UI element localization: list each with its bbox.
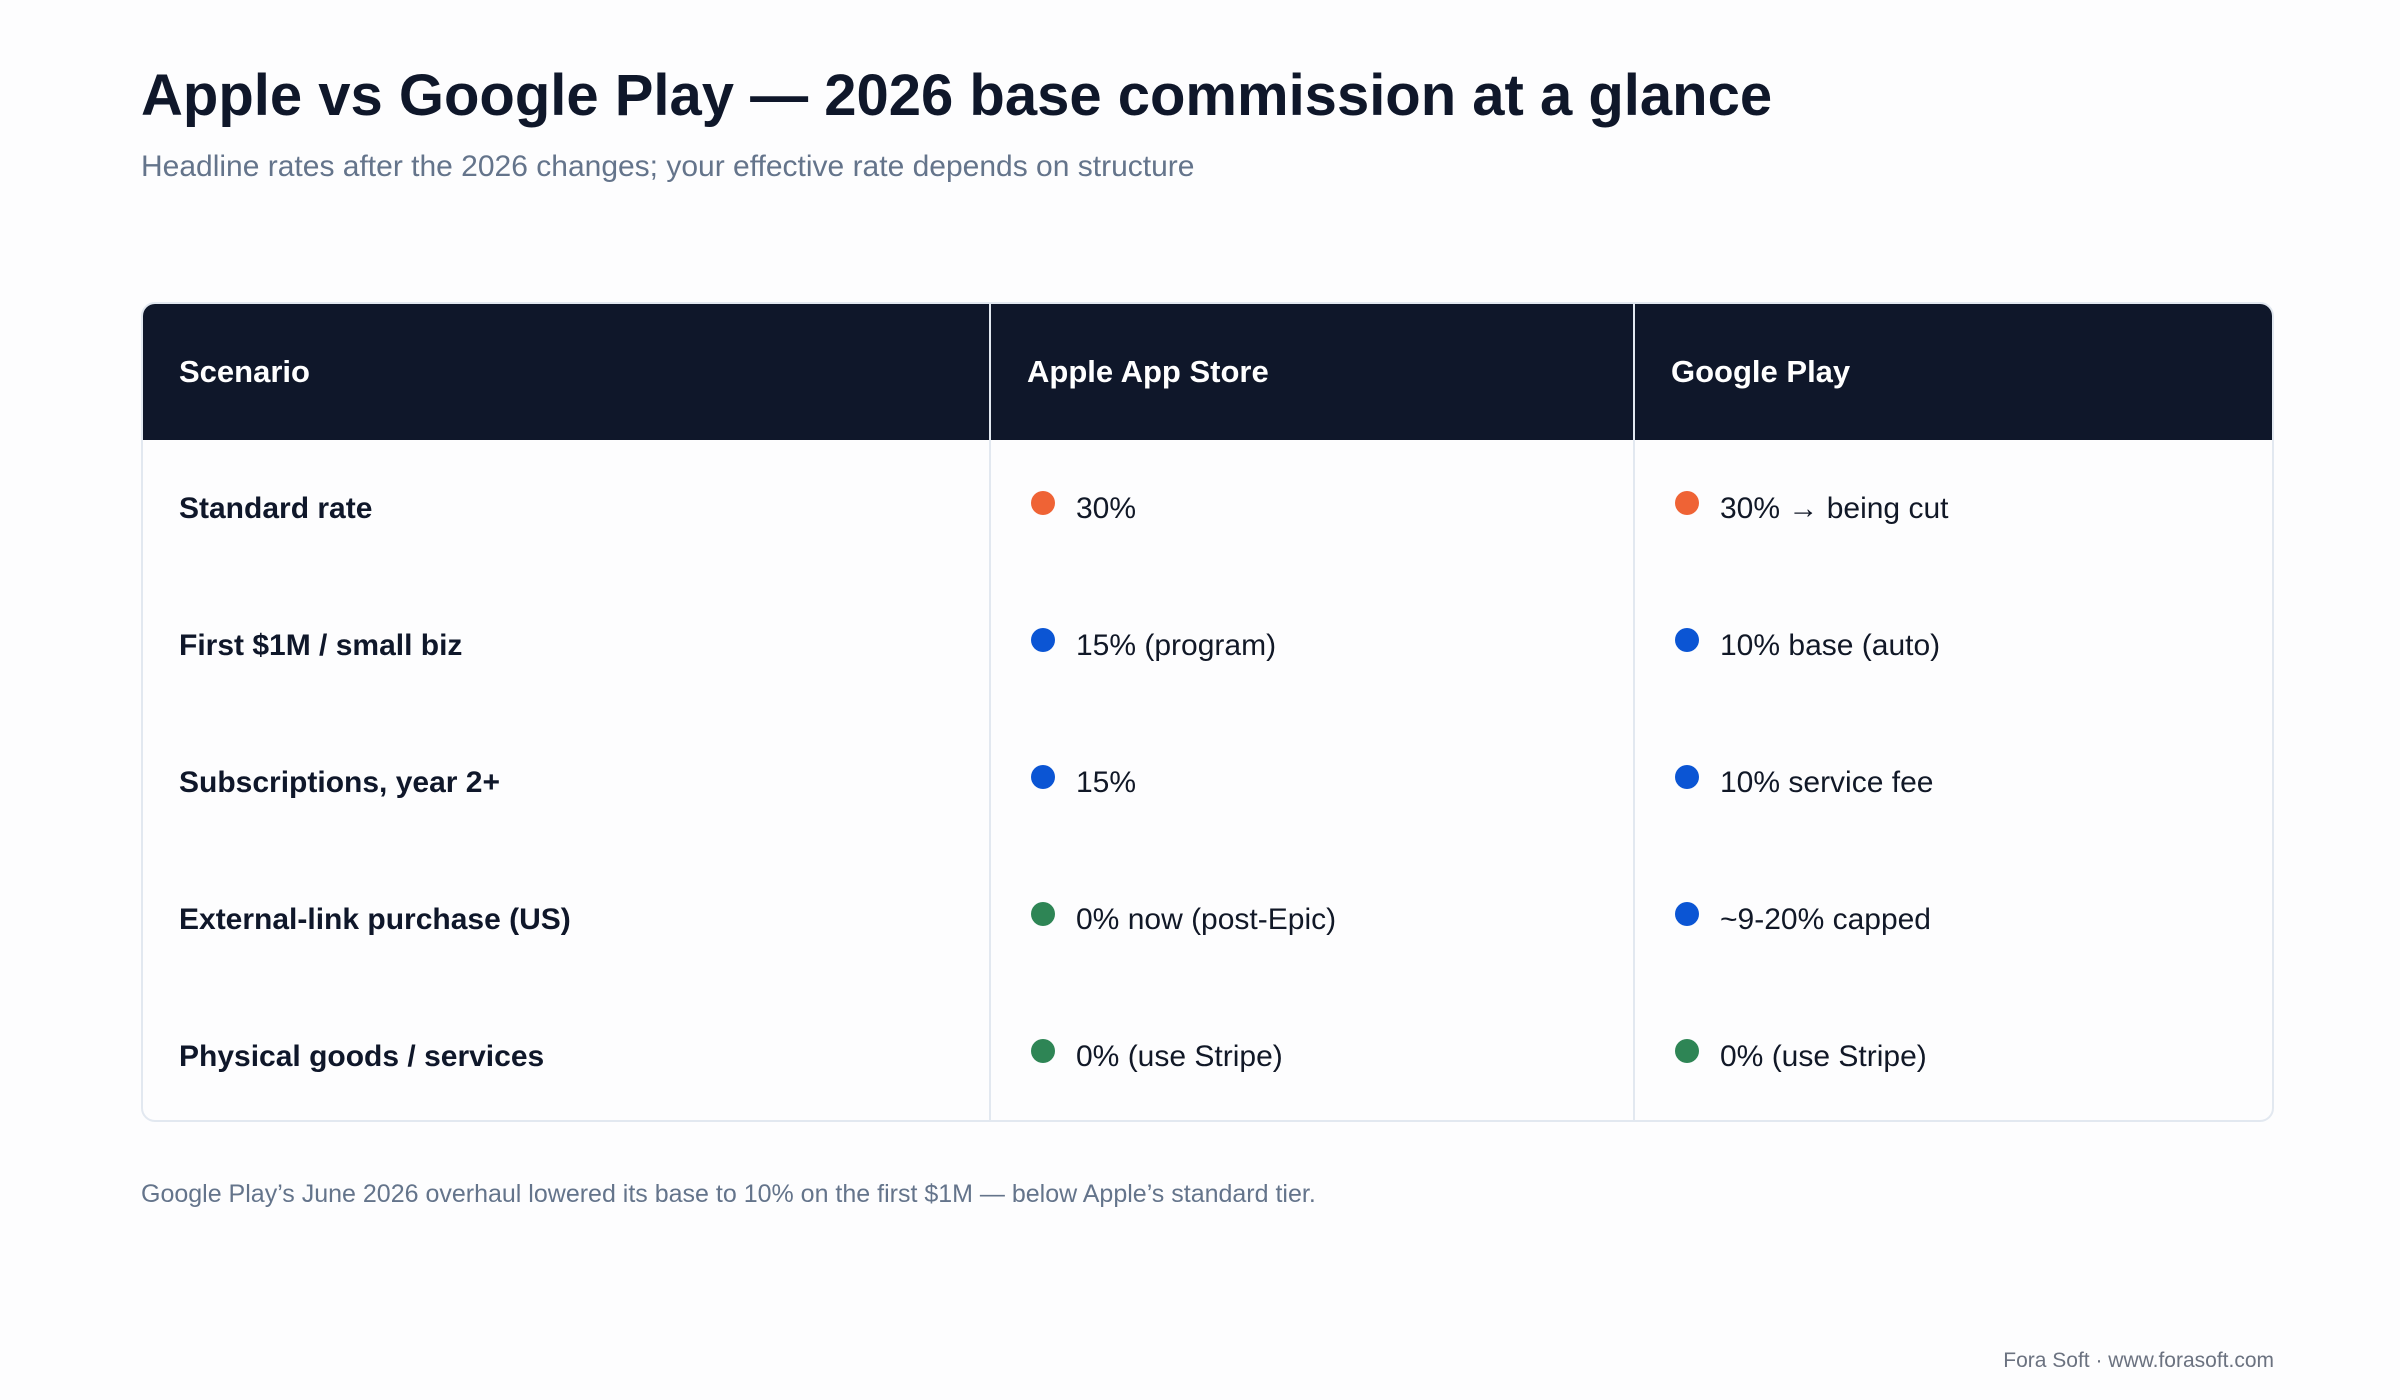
scenario-cell: External-link purchase (US) bbox=[179, 902, 571, 936]
scenario-cell: Standard rate bbox=[179, 491, 373, 525]
status-dot-icon bbox=[1031, 1038, 1055, 1063]
footnote: Google Play’s June 2026 overhaul lowered… bbox=[141, 1180, 1316, 1208]
status-dot-icon bbox=[1031, 627, 1055, 652]
apple-cell: 0% (use Stripe) bbox=[989, 988, 1633, 1120]
google-cell: 10% base (auto) bbox=[1633, 577, 2272, 714]
google-rate: ~9-20% capped bbox=[1720, 902, 1931, 936]
apple-rate: 0% (use Stripe) bbox=[1076, 1039, 1283, 1073]
apple-rate: 0% now (post-Epic) bbox=[1076, 902, 1337, 936]
google-cell: 10% service fee bbox=[1633, 714, 2272, 851]
credit-line: Fora Soft · www.forasoft.com bbox=[2003, 1349, 2274, 1372]
header-apple: Apple App Store bbox=[989, 304, 1633, 440]
apple-cell: 15% bbox=[989, 714, 1633, 851]
google-cell: 0% (use Stripe) bbox=[1633, 988, 2272, 1120]
status-dot-icon bbox=[1675, 627, 1699, 652]
table-row: Physical goods / services 0% (use Stripe… bbox=[143, 988, 2272, 1120]
table-row: External-link purchase (US) 0% now (post… bbox=[143, 851, 2272, 988]
scenario-cell: First $1M / small biz bbox=[179, 628, 463, 662]
apple-rate: 15% bbox=[1076, 765, 1137, 799]
status-dot-icon bbox=[1675, 490, 1699, 515]
table-row: Standard rate 30% 30% → being cut bbox=[143, 440, 2272, 577]
apple-rate: 30% bbox=[1076, 491, 1137, 525]
google-rate: 30% → being cut bbox=[1720, 491, 1949, 525]
status-dot-icon bbox=[1675, 764, 1699, 789]
status-dot-icon bbox=[1031, 490, 1055, 515]
status-dot-icon bbox=[1675, 901, 1699, 926]
apple-rate: 15% (program) bbox=[1076, 628, 1277, 662]
page-title: Apple vs Google Play — 2026 base commiss… bbox=[141, 63, 1773, 128]
scenario-cell: Subscriptions, year 2+ bbox=[179, 765, 500, 799]
apple-cell: 15% (program) bbox=[989, 577, 1633, 714]
header-google: Google Play bbox=[1633, 304, 2272, 440]
status-dot-icon bbox=[1031, 901, 1055, 926]
scenario-cell: Physical goods / services bbox=[179, 1039, 545, 1073]
table-row: Subscriptions, year 2+ 15% 10% service f… bbox=[143, 714, 2272, 851]
status-dot-icon bbox=[1675, 1038, 1699, 1063]
apple-cell: 0% now (post-Epic) bbox=[989, 851, 1633, 988]
google-cell: 30% → being cut bbox=[1633, 440, 2272, 577]
google-rate: 0% (use Stripe) bbox=[1720, 1039, 1927, 1073]
table-header-row: Scenario Apple App Store Google Play bbox=[143, 304, 2272, 440]
google-rate: 10% base (auto) bbox=[1720, 628, 1941, 662]
page-subtitle: Headline rates after the 2026 changes; y… bbox=[141, 150, 1195, 183]
apple-cell: 30% bbox=[989, 440, 1633, 577]
table-row: First $1M / small biz 15% (program) 10% … bbox=[143, 577, 2272, 714]
google-cell: ~9-20% capped bbox=[1633, 851, 2272, 988]
commission-table: Scenario Apple App Store Google Play Sta… bbox=[141, 302, 2274, 1122]
status-dot-icon bbox=[1031, 764, 1055, 789]
header-scenario: Scenario bbox=[179, 354, 310, 389]
google-rate: 10% service fee bbox=[1720, 765, 1934, 799]
